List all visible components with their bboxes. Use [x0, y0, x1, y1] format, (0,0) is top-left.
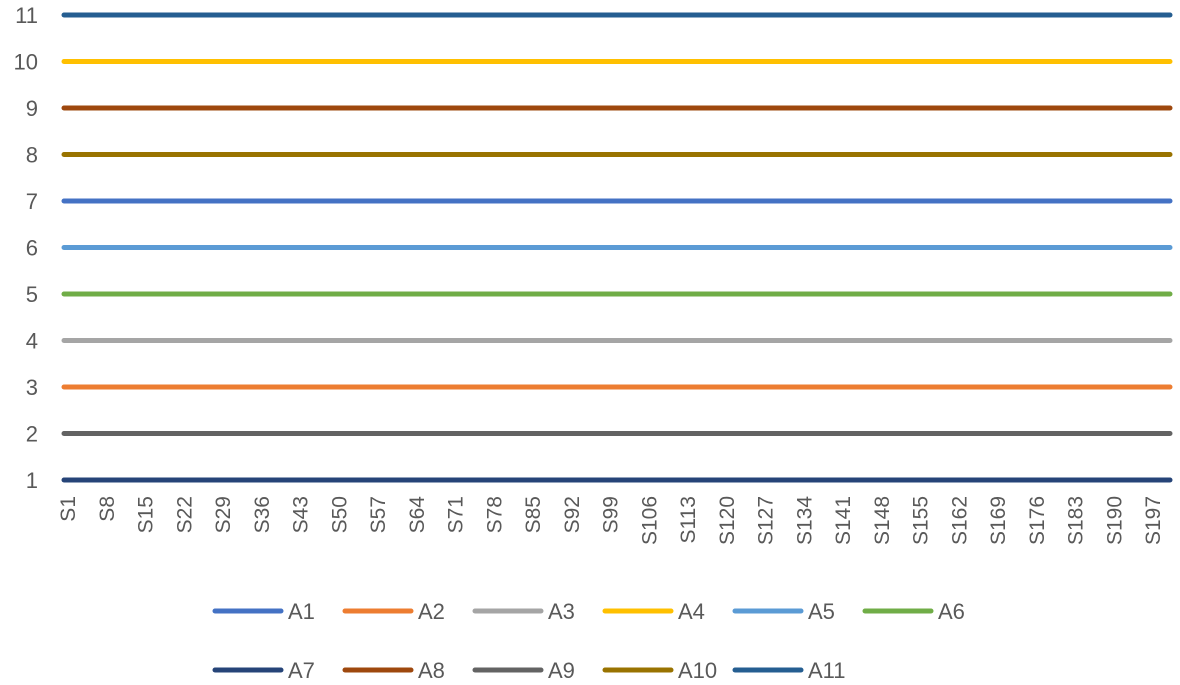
x-tick-label: S183 [1065, 496, 1088, 545]
x-tick-label: S78 [483, 496, 506, 533]
legend-item-a1: A1 [212, 599, 315, 624]
y-tick-label: 5 [26, 282, 38, 307]
legend-label: A1 [288, 599, 315, 624]
x-tick-label: S148 [871, 496, 894, 545]
x-axis: S1 S8 S15 S22 S29 S36 S43 S50 S57 S64 S71 S78 S85 S92… [57, 496, 1165, 545]
legend-item-a11: A11 [732, 658, 846, 683]
legend-label: A3 [548, 599, 575, 624]
y-tick-label: 7 [26, 189, 38, 214]
x-tick-label: S57 [367, 496, 390, 533]
legend-item-a10: A10 [602, 658, 717, 683]
x-tick-label: S64 [406, 496, 429, 534]
x-tick-label: S141 [832, 496, 855, 545]
x-tick-label: S71 [445, 496, 468, 533]
legend-item-a8: A8 [342, 658, 445, 683]
y-tick-label: 10 [14, 50, 38, 75]
legend-label: A6 [938, 599, 965, 624]
x-tick-label: S99 [600, 496, 623, 533]
legend-label: A4 [678, 599, 705, 624]
x-tick-label: S162 [948, 496, 971, 545]
y-tick-label: 8 [26, 143, 38, 168]
legend-label: A11 [808, 658, 846, 683]
x-tick-label: S127 [755, 496, 778, 545]
x-tick-label: S169 [987, 496, 1010, 545]
y-axis: 1 2 3 4 5 6 7 8 9 10 11 [14, 3, 38, 493]
y-tick-label: 2 [26, 422, 38, 447]
x-tick-label: S134 [793, 496, 816, 545]
legend-item-a3: A3 [472, 599, 575, 624]
x-tick-label: S190 [1103, 496, 1126, 545]
x-tick-label: S197 [1142, 496, 1165, 545]
x-tick-label: S43 [290, 496, 313, 533]
y-tick-label: 6 [26, 236, 38, 261]
x-tick-label: S22 [173, 496, 196, 533]
legend-label: A9 [548, 658, 575, 683]
legend: A1 A2 A3 A4 A5 A6 A7 A8 A9 A10 A11 [212, 599, 965, 683]
legend-item-a4: A4 [602, 599, 705, 624]
x-tick-label: S1 [57, 496, 80, 522]
legend-label: A8 [418, 658, 445, 683]
x-tick-label: S50 [328, 496, 351, 533]
x-tick-label: S176 [1026, 496, 1049, 545]
legend-label: A2 [418, 599, 445, 624]
legend-label: A10 [678, 658, 717, 683]
x-tick-label: S36 [251, 496, 274, 533]
y-tick-label: 4 [26, 329, 38, 354]
x-tick-label: S29 [212, 496, 235, 533]
legend-label: A5 [808, 599, 835, 624]
x-tick-label: S85 [522, 496, 545, 533]
x-tick-label: S8 [96, 496, 119, 522]
y-tick-label: 1 [26, 468, 38, 493]
y-tick-label: 11 [15, 3, 38, 28]
y-tick-label: 3 [26, 375, 38, 400]
y-tick-label: 9 [26, 96, 38, 121]
legend-item-a7: A7 [212, 658, 315, 683]
x-tick-label: S106 [638, 496, 661, 545]
legend-item-a6: A6 [862, 599, 965, 624]
x-tick-label: S92 [561, 496, 584, 533]
x-tick-label: S15 [135, 496, 158, 533]
legend-label: A7 [288, 658, 315, 683]
legend-item-a2: A2 [342, 599, 445, 624]
legend-item-a9: A9 [472, 658, 575, 683]
x-tick-label: S155 [910, 496, 933, 545]
legend-item-a5: A5 [732, 599, 835, 624]
x-tick-label: S113 [677, 496, 700, 544]
series-lines [61, 12, 1173, 483]
x-tick-label: S120 [716, 496, 739, 545]
